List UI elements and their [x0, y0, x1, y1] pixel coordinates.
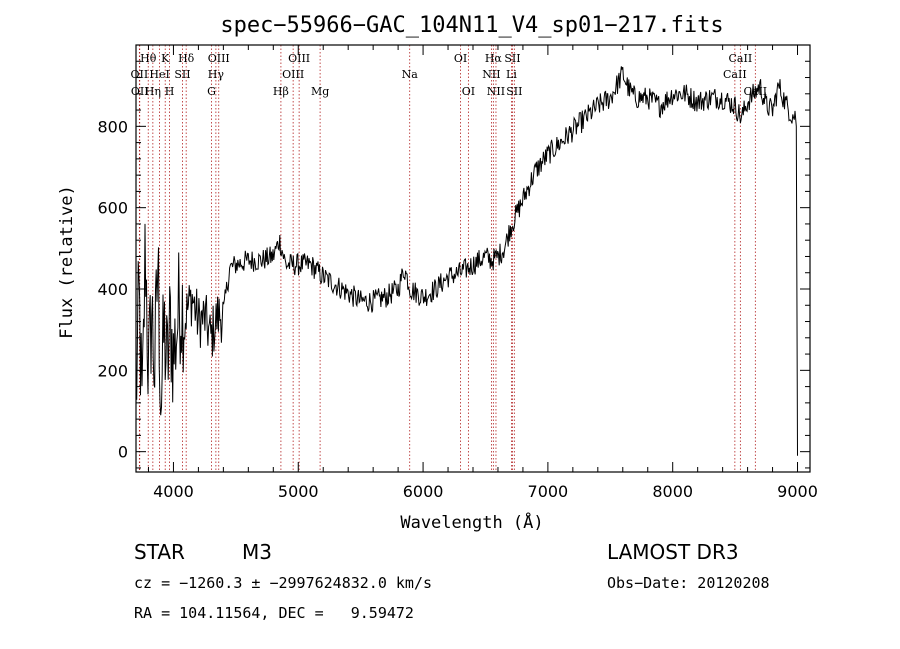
spectral-line-label: CaII	[723, 68, 747, 81]
spectrum-line	[135, 66, 798, 456]
spectral-line-label: Hδ	[178, 52, 195, 65]
spectral-line-label: SII	[504, 52, 520, 65]
y-axis-label: Flux (relative)	[57, 185, 77, 339]
spectral-line-label: NII	[487, 85, 505, 98]
spectral-line-label: Na	[402, 68, 419, 81]
spectral-line-label: Hα	[485, 52, 503, 65]
obs-date: Obs−Date: 20120208	[607, 574, 770, 592]
x-tick-label: 7000	[528, 482, 569, 501]
y-tick-label: 800	[97, 117, 128, 136]
object-subclass: M3	[242, 540, 272, 564]
y-tick-label: 0	[118, 443, 128, 462]
object-class: STAR	[134, 540, 185, 564]
spectral-line-label: Hθ	[140, 52, 157, 65]
spectral-line-label: OIII	[282, 68, 304, 81]
spectral-line-label: OIII	[208, 52, 230, 65]
spectral-line-label: Hη	[145, 85, 161, 98]
y-tick-label: 200	[97, 361, 128, 380]
x-tick-label: 6000	[403, 482, 444, 501]
survey-name: LAMOST DR3	[607, 540, 739, 564]
redshift-readout: cz = −1260.3 ± −2997624832.0 km/s	[134, 574, 433, 592]
x-tick-label: 4000	[153, 482, 194, 501]
spectral-line-label: OIII	[288, 52, 310, 65]
spectral-line-label: G	[207, 85, 216, 98]
spectral-line-label: OI	[454, 52, 467, 65]
y-tick-label: 400	[97, 280, 128, 299]
spectral-line-label: Hβ	[273, 85, 289, 98]
spectral-line-label: K	[161, 52, 170, 65]
spectral-line-label: Mg	[311, 85, 329, 98]
spectral-line-label: H	[165, 85, 175, 98]
spectral-line-label: SII	[506, 85, 522, 98]
spectral-line-label: OI	[462, 85, 475, 98]
spectral-line-label: OII	[131, 85, 149, 98]
spectral-line-label: HeI	[149, 68, 169, 81]
x-tick-label: 9000	[777, 482, 818, 501]
ra-dec-readout: RA = 104.11564, DEC = 9.59472	[134, 604, 414, 622]
spectral-line-label: SII	[174, 68, 190, 81]
chart-title: spec−55966−GAC_104N11_V4_sp01−217.fits	[220, 13, 723, 38]
x-axis-label: Wavelength (Å)	[400, 511, 543, 533]
spectral-line-label: Hγ	[208, 68, 225, 81]
x-tick-label: 8000	[652, 482, 693, 501]
spectral-line-label: CaII	[729, 52, 753, 65]
plot-frame	[135, 44, 811, 473]
y-tick-label: 600	[97, 199, 128, 218]
x-tick-label: 5000	[278, 482, 319, 501]
spectral-line-label: Li	[506, 68, 517, 81]
spectral-line-label: NII	[482, 68, 500, 81]
spectral-line-label: OII	[131, 68, 149, 81]
